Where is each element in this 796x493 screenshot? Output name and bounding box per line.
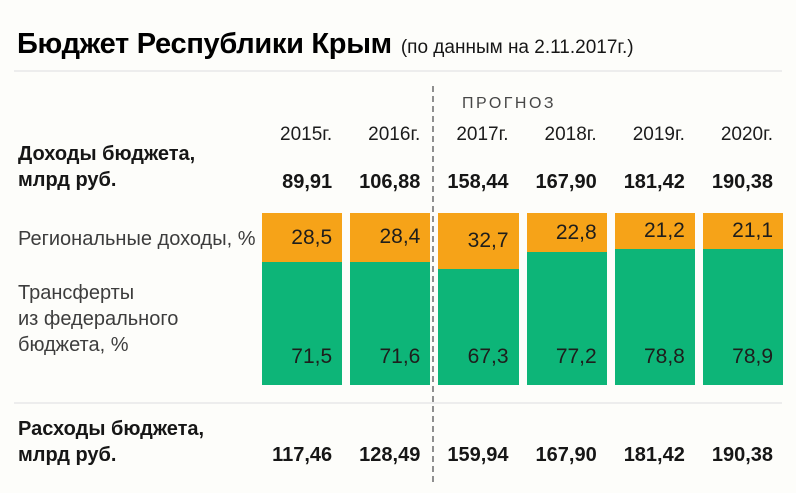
transfers-row-label: Трансферты из федерального бюджета, % (18, 280, 178, 358)
transfers-value: 78,8 (643, 345, 685, 368)
year-label: 2017г. (456, 124, 509, 145)
transfers-value: 77,2 (555, 345, 597, 368)
regional-segment: 28,4 (350, 213, 431, 262)
regional-segment: 28,5 (262, 213, 343, 263)
revenue-value: 167,90 (535, 171, 597, 193)
revenue-value: 106,88 (359, 171, 421, 193)
transfers-row-label-line3: бюджета, % (18, 334, 129, 356)
years-row: 2015г. 2016г. 2017г. 2018г. 2019г. 2020г. (262, 124, 783, 146)
regional-value: 22,8 (555, 220, 597, 244)
transfers-value: 71,5 (291, 345, 333, 368)
transfers-row-label-line2: из федерального (18, 308, 179, 330)
revenue-value: 190,38 (711, 171, 774, 193)
regional-row-label: Региональные доходы, % (18, 226, 256, 252)
year-label: 2018г. (544, 124, 597, 145)
expenditure-row-label: Расходы бюджета, млрд руб. (18, 416, 204, 468)
expenditure-value: 167,90 (535, 444, 597, 466)
revenue-value: 181,42 (623, 171, 685, 193)
stacked-bar-2017г.: 32,7 67,3 (438, 213, 519, 385)
regional-segment: 21,1 (702, 213, 784, 250)
regional-row-label-line1: Региональные доходы, % (18, 228, 256, 250)
revenue-row-label-line1: Доходы бюджета, (18, 143, 196, 165)
page-header: Бюджет Республики Крым (по данным на 2.1… (17, 28, 634, 61)
stacked-bar-2020г.: 21,1 78,9 (702, 213, 784, 385)
transfers-row-label-line1: Трансферты (18, 282, 135, 304)
regional-value: 21,2 (643, 219, 685, 243)
page-subtitle: (по данным на 2.11.2017г.) (400, 37, 634, 58)
expenditure-value: 181,42 (623, 444, 685, 466)
year-label: 2020г. (720, 124, 774, 145)
forecast-dashed-line (432, 86, 434, 482)
regional-value: 32,7 (467, 229, 509, 253)
expenditure-values-row: 117,46 128,49 159,94 167,90 181,42 190,38 (262, 444, 783, 467)
stacked-bar-2015г.: 28,5 71,5 (262, 213, 343, 385)
year-label: 2015г. (280, 124, 333, 145)
stacked-bar-2016г.: 28,4 71,6 (350, 213, 431, 385)
revenue-row-label-line2: млрд руб. (18, 169, 117, 191)
expenditure-row-label-line2: млрд руб. (18, 444, 117, 466)
transfers-value: 71,6 (379, 345, 421, 368)
year-label: 2019г. (632, 124, 685, 145)
expenditure-value: 117,46 (272, 444, 333, 466)
transfers-segment: 67,3 (438, 269, 519, 385)
expenditure-value: 190,38 (711, 444, 774, 466)
revenue-value: 158,44 (447, 171, 509, 193)
regional-value: 21,1 (732, 219, 774, 243)
transfers-segment: 78,9 (702, 249, 784, 385)
regional-value: 28,5 (291, 225, 333, 249)
expenditure-value: 128,49 (359, 444, 421, 466)
regional-segment: 21,2 (614, 213, 695, 250)
year-label: 2016г. (368, 124, 421, 145)
revenue-row-label: Доходы бюджета, млрд руб. (18, 141, 195, 193)
regional-segment: 32,7 (438, 213, 519, 270)
transfers-value: 67,3 (467, 345, 509, 368)
page-title: Бюджет Республики Крым (17, 28, 392, 60)
transfers-value: 78,9 (732, 345, 774, 368)
regional-value: 28,4 (379, 225, 421, 249)
bars-row: 28,5 71,5 28,4 71,6 32,7 67,3 22,8 77,2 21,2 78,8… (262, 213, 784, 385)
transfers-segment: 71,5 (262, 262, 343, 385)
forecast-label: ПРОГНОЗ (462, 95, 557, 112)
transfers-segment: 78,8 (614, 249, 695, 385)
expenditure-value: 159,94 (447, 444, 509, 466)
transfers-segment: 77,2 (526, 252, 607, 385)
stacked-bar-2019г.: 21,2 78,8 (614, 213, 695, 385)
expenditure-divider (14, 402, 782, 404)
regional-segment: 22,8 (526, 213, 607, 253)
header-divider (14, 70, 782, 72)
revenue-value: 89,91 (282, 171, 333, 193)
stacked-bar-2018г.: 22,8 77,2 (526, 213, 607, 385)
revenue-values-row: 89,91 106,88 158,44 167,90 181,42 190,38 (262, 171, 783, 194)
transfers-segment: 71,6 (350, 261, 431, 385)
expenditure-row-label-line1: Расходы бюджета, (18, 418, 205, 440)
